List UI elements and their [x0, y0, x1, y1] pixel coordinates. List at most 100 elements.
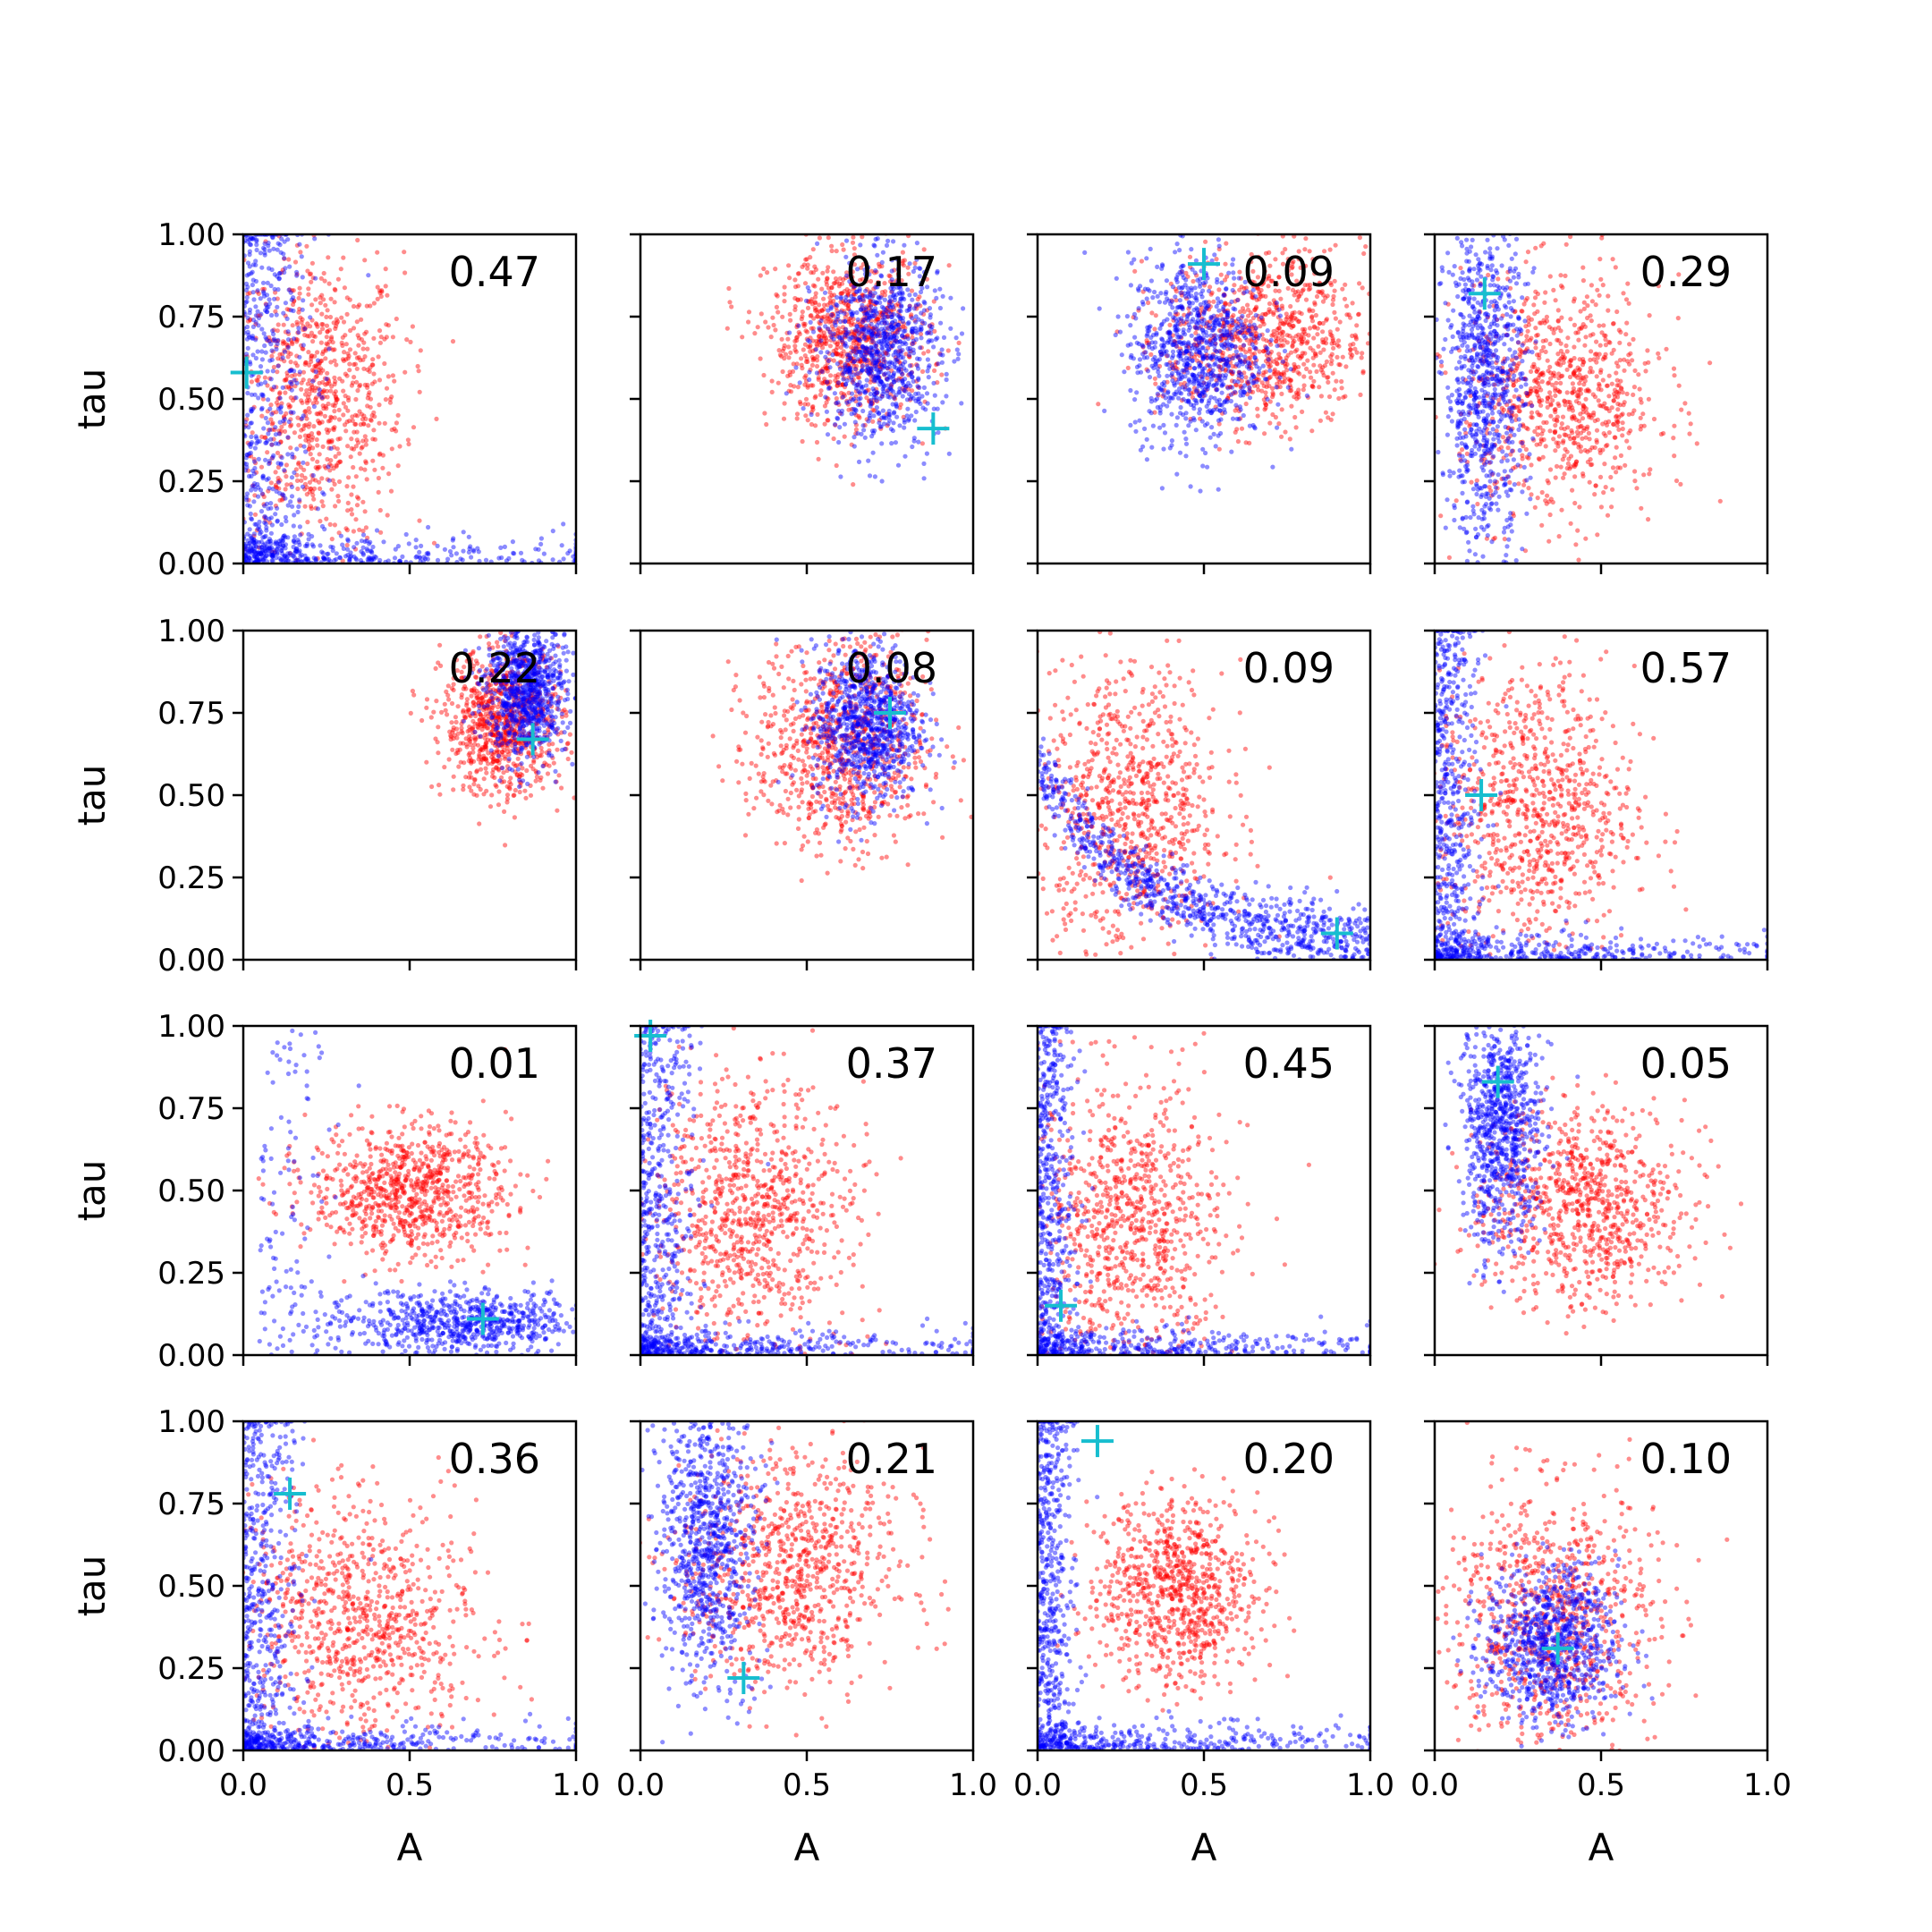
blue-point	[270, 235, 275, 241]
blue-point	[1137, 418, 1142, 423]
blue-point	[334, 556, 339, 562]
red-point	[284, 370, 290, 376]
red-point	[906, 372, 911, 377]
red-point	[361, 421, 367, 427]
blue-point	[898, 355, 904, 360]
blue-point	[283, 514, 288, 521]
blue-point	[886, 303, 892, 309]
red-point	[851, 234, 856, 240]
blue-point	[913, 302, 919, 308]
red-point	[867, 399, 872, 404]
red-point	[1280, 306, 1285, 311]
red-point	[844, 369, 850, 375]
red-point	[313, 505, 318, 511]
red-point	[297, 291, 302, 296]
blue-point	[1154, 330, 1159, 336]
blue-point	[1174, 279, 1180, 284]
blue-point	[257, 558, 262, 564]
red-point	[844, 270, 850, 275]
red-point	[1245, 380, 1250, 386]
red-point	[1250, 389, 1256, 394]
blue-point	[274, 540, 279, 547]
blue-point	[842, 343, 848, 348]
red-point	[390, 373, 395, 378]
blue-point	[883, 307, 888, 312]
red-point	[354, 503, 360, 508]
red-point	[357, 302, 362, 308]
blue-point	[287, 550, 292, 555]
red-point	[1275, 381, 1280, 386]
red-point	[835, 279, 840, 284]
blue-point	[841, 377, 846, 382]
blue-point	[264, 292, 270, 298]
blue-point	[371, 556, 377, 562]
red-point	[729, 304, 734, 309]
blue-point	[285, 237, 291, 242]
blue-point	[900, 318, 906, 324]
red-point	[1280, 261, 1286, 267]
red-point	[269, 455, 275, 461]
red-point	[353, 421, 359, 427]
red-point	[353, 444, 359, 449]
blue-point	[420, 558, 426, 564]
red-point	[366, 392, 371, 398]
red-point	[1221, 357, 1226, 362]
red-point	[849, 406, 854, 412]
red-point	[312, 388, 318, 394]
blue-point	[245, 538, 250, 544]
blue-point	[253, 319, 258, 325]
red-point	[253, 335, 258, 341]
red-point	[1344, 303, 1350, 309]
blue-point	[1140, 300, 1146, 305]
red-point	[1191, 386, 1198, 391]
red-point	[305, 381, 310, 386]
red-point	[788, 383, 793, 388]
red-point	[349, 436, 354, 442]
blue-point	[248, 242, 253, 248]
blue-point	[867, 413, 872, 419]
blue-point	[857, 288, 862, 293]
red-point	[260, 396, 266, 402]
red-point	[844, 311, 850, 317]
blue-point	[256, 456, 261, 462]
red-point	[1356, 311, 1361, 317]
red-point	[294, 353, 300, 359]
blue-point	[262, 241, 267, 246]
red-point	[784, 330, 790, 335]
blue-point	[862, 311, 868, 317]
blue-point	[862, 293, 868, 299]
red-point	[850, 358, 855, 364]
red-point	[869, 401, 875, 406]
red-point	[1330, 301, 1335, 308]
blue-point	[249, 420, 254, 426]
red-point	[837, 364, 843, 369]
blue-point	[900, 371, 905, 377]
red-point	[805, 266, 810, 271]
red-point	[852, 246, 857, 251]
red-point	[820, 369, 826, 375]
blue-point	[909, 413, 914, 419]
red-point	[334, 462, 339, 468]
red-point	[306, 447, 311, 453]
red-point	[411, 425, 417, 430]
blue-point	[246, 473, 252, 479]
red-point	[946, 263, 952, 268]
red-point	[840, 372, 845, 377]
blue-point	[337, 555, 343, 561]
blue-point	[1267, 368, 1273, 373]
red-point	[1321, 347, 1326, 352]
blue-point	[266, 539, 271, 545]
blue-point	[877, 369, 882, 375]
red-point	[1282, 371, 1287, 377]
red-point	[758, 311, 764, 317]
red-point	[811, 316, 817, 321]
blue-point	[837, 425, 843, 430]
red-point	[288, 445, 293, 451]
blue-point	[270, 234, 275, 240]
blue-point	[1102, 408, 1107, 413]
blue-point	[1216, 243, 1222, 249]
red-point	[867, 323, 872, 328]
red-point	[871, 397, 877, 402]
red-point	[336, 451, 342, 456]
red-point	[1284, 311, 1289, 317]
